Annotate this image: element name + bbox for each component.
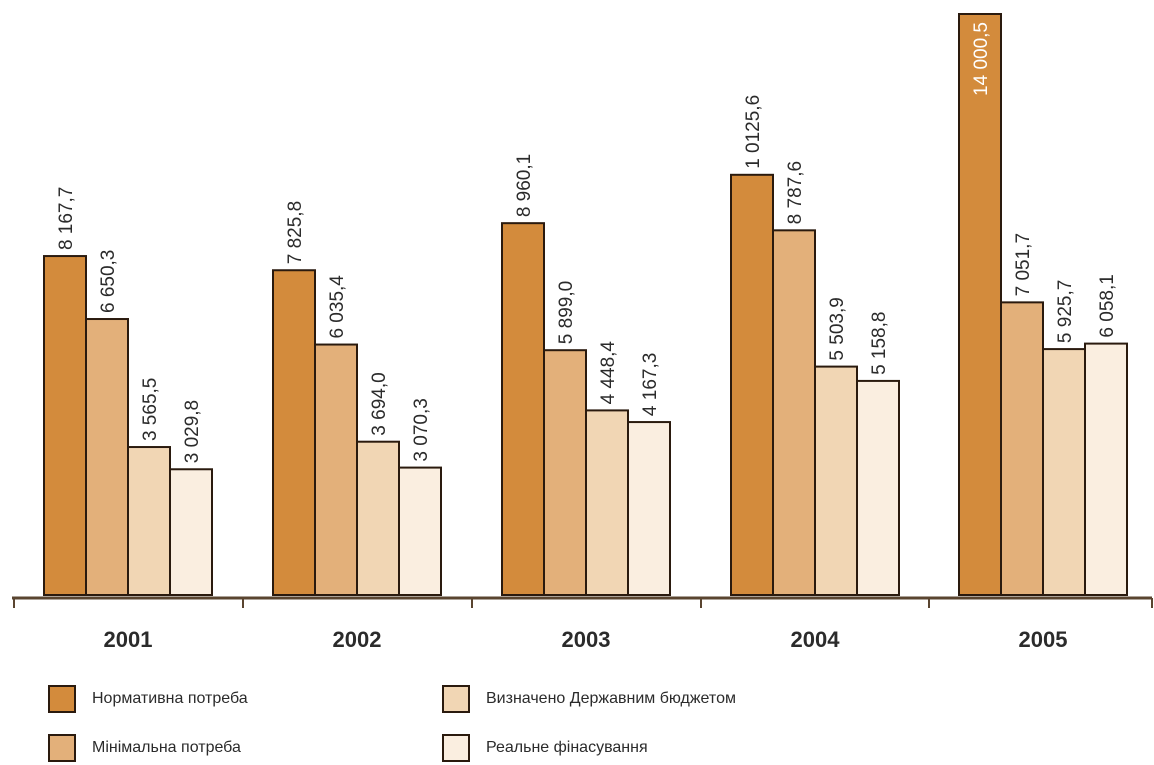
bar-budget-2002 bbox=[356, 440, 400, 596]
value-label-normative-2005: 14 000,5 bbox=[971, 22, 992, 96]
value-label-budget-2003: 4 448,4 bbox=[598, 341, 619, 405]
value-label-budget-2001: 3 565,5 bbox=[140, 378, 161, 441]
value-label-minimal-2005: 7 051,7 bbox=[1013, 233, 1034, 296]
bar-budget-2001 bbox=[127, 446, 171, 597]
bar-minimal-2005 bbox=[1000, 301, 1044, 596]
bar-real-2005 bbox=[1084, 342, 1128, 597]
category-label-2003: 2003 bbox=[562, 627, 611, 652]
bar-real-2001 bbox=[169, 468, 213, 596]
bar-minimal-2004 bbox=[772, 229, 816, 596]
bar-minimal-2003 bbox=[543, 349, 587, 597]
bar-budget-2003 bbox=[585, 409, 629, 596]
value-label-minimal-2004: 8 787,6 bbox=[785, 161, 806, 224]
value-label-budget-2005: 5 925,7 bbox=[1055, 280, 1076, 343]
value-label-real-2001: 3 029,8 bbox=[182, 400, 203, 463]
category-label-2002: 2002 bbox=[333, 627, 382, 652]
value-label-budget-2002: 3 694,0 bbox=[369, 372, 390, 435]
value-label-real-2002: 3 070,3 bbox=[411, 398, 432, 461]
category-label-2005: 2005 bbox=[1019, 627, 1068, 652]
value-label-normative-2004: 1 0125,6 bbox=[743, 95, 764, 169]
bar-normative-2005 bbox=[958, 13, 1002, 596]
category-label-2004: 2004 bbox=[791, 627, 841, 652]
value-label-normative-2001: 8 167,7 bbox=[56, 187, 77, 250]
bar-normative-2001 bbox=[43, 255, 87, 596]
bar-normative-2003 bbox=[501, 222, 545, 596]
category-label-2001: 2001 bbox=[104, 627, 153, 652]
value-label-budget-2004: 5 503,9 bbox=[827, 297, 848, 360]
bar-minimal-2002 bbox=[314, 343, 358, 597]
value-label-real-2004: 5 158,8 bbox=[869, 312, 890, 375]
value-label-real-2003: 4 167,3 bbox=[640, 353, 661, 416]
bar-budget-2004 bbox=[814, 365, 858, 596]
bar-real-2002 bbox=[398, 466, 442, 596]
bar-minimal-2001 bbox=[85, 318, 129, 596]
value-label-normative-2003: 8 960,1 bbox=[514, 154, 535, 217]
bar-budget-2005 bbox=[1042, 348, 1086, 596]
value-label-minimal-2002: 6 035,4 bbox=[327, 275, 348, 339]
value-label-minimal-2001: 6 650,3 bbox=[98, 250, 119, 313]
bar-real-2004 bbox=[856, 379, 900, 596]
value-label-real-2005: 6 058,1 bbox=[1097, 274, 1118, 337]
value-label-minimal-2003: 5 899,0 bbox=[556, 281, 577, 344]
bar-normative-2002 bbox=[272, 269, 316, 596]
bar-real-2003 bbox=[627, 421, 671, 596]
bar-normative-2004 bbox=[730, 173, 774, 596]
value-label-normative-2002: 7 825,8 bbox=[285, 201, 306, 264]
